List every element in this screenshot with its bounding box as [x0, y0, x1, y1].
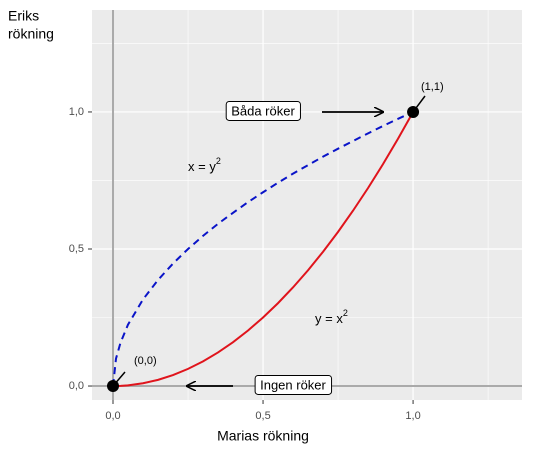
- point-label: (0,0): [134, 355, 157, 367]
- y-axis-title: Eriks: [8, 8, 39, 24]
- curve-label: x = y2: [188, 156, 221, 174]
- label-box: [254, 374, 333, 395]
- curve-label-sup: 2: [216, 156, 221, 166]
- point: [107, 380, 120, 393]
- y-axis-title: rökning: [8, 26, 54, 42]
- box-label: Båda röker: [231, 103, 295, 118]
- y-tick-label: 0,0: [69, 380, 84, 392]
- boxed-label: Båda röker: [225, 100, 301, 121]
- y-tick-label: 1,0: [69, 106, 84, 118]
- curve: [112, 111, 414, 388]
- y-tick-label: 0,5: [69, 243, 84, 255]
- curve-label: y = x2: [315, 308, 348, 326]
- point: [407, 105, 420, 118]
- box-label: Ingen röker: [260, 377, 326, 392]
- x-tick-label: 0,0: [105, 410, 120, 422]
- curve-label-sup: 2: [343, 308, 348, 318]
- curve-label-text: y = x: [315, 311, 343, 326]
- panel: [92, 10, 522, 400]
- curve: [112, 111, 414, 387]
- boxed-label: Ingen röker: [254, 374, 333, 395]
- point-label: (1,1): [421, 81, 444, 93]
- label-box: [225, 100, 301, 121]
- x-axis-title: Marias rökning: [217, 428, 309, 444]
- x-tick-label: 0,5: [255, 410, 270, 422]
- x-tick-label: 1,0: [405, 410, 420, 422]
- curve-label-text: x = y: [188, 159, 216, 174]
